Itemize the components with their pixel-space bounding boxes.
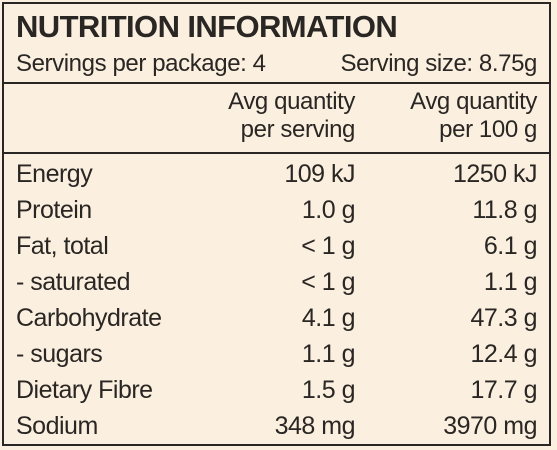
table-row-fat-total: Fat, total < 1 g 6.1 g — [16, 228, 538, 264]
row-value-per-serving: < 1 g — [301, 268, 355, 296]
row-value-per-100g: 1250 kJ — [452, 160, 538, 188]
row-value-per-100g: 3970 mg — [443, 412, 537, 440]
row-value-per-serving: 109 kJ — [284, 160, 355, 188]
column-header-per-serving-line1: Avg quantity — [228, 88, 355, 115]
row-label: Sodium — [16, 412, 98, 440]
column-header-per-100g-line1: Avg quantity — [410, 88, 537, 115]
row-value-per-100g: 47.3 g — [470, 304, 537, 332]
row-label: - sugars — [16, 340, 103, 368]
row-value-per-serving: 348 mg — [274, 412, 356, 440]
servings-info: Servings per package: 4 Serving size: 8.… — [16, 48, 537, 80]
column-header-divider — [4, 152, 549, 154]
table-row-sodium: Sodium 348 mg 3970 mg — [16, 408, 537, 444]
row-value-per-100g: 17.7 g — [470, 376, 537, 404]
table-row-protein: Protein 1.0 g 11.8 g — [16, 192, 537, 228]
panel-title: NUTRITION INFORMATION — [16, 9, 398, 44]
column-header-per-serving-line2: per serving — [240, 116, 356, 143]
row-value-per-serving: 1.5 g — [301, 376, 356, 404]
column-header-per-serving: Avg quantity per serving — [228, 88, 355, 144]
row-label: Protein — [16, 196, 92, 224]
row-label: - saturated — [16, 268, 131, 296]
row-value-per-serving: 1.1 g — [301, 340, 356, 368]
table-row-sugars: - sugars 1.1 g 12.4 g — [16, 336, 537, 372]
row-label: Dietary Fibre — [16, 376, 153, 404]
row-value-per-100g: 12.4 g — [470, 340, 537, 368]
nutrition-panel: NUTRITION INFORMATION Servings per packa… — [2, 2, 551, 446]
serving-size: Serving size: 8.75g — [340, 50, 537, 77]
row-label: Carbohydrate — [16, 304, 162, 332]
table-row-saturated: - saturated < 1 g 1.1 g — [16, 264, 538, 300]
row-value-per-serving: 1.0 g — [301, 196, 356, 224]
row-value-per-100g: 11.8 g — [472, 196, 537, 224]
servings-per-package: Servings per package: 4 — [16, 50, 266, 77]
row-value-per-serving: < 1 g — [301, 232, 355, 260]
table-row-carbohydrate: Carbohydrate 4.1 g 47.3 g — [16, 300, 537, 336]
column-header-per-100g: Avg quantity per 100 g — [410, 88, 537, 144]
row-label: Energy — [16, 160, 93, 188]
header-divider — [4, 82, 549, 84]
row-value-per-100g: 1.1 g — [483, 268, 538, 296]
row-label: Fat, total — [16, 232, 109, 260]
table-row-energy: Energy 109 kJ 1250 kJ — [16, 156, 538, 192]
table-row-dietary-fibre: Dietary Fibre 1.5 g 17.7 g — [16, 372, 537, 408]
row-value-per-100g: 6.1 g — [483, 232, 538, 260]
row-value-per-serving: 4.1 g — [301, 304, 356, 332]
column-header-per-100g-line2: per 100 g — [439, 116, 537, 143]
